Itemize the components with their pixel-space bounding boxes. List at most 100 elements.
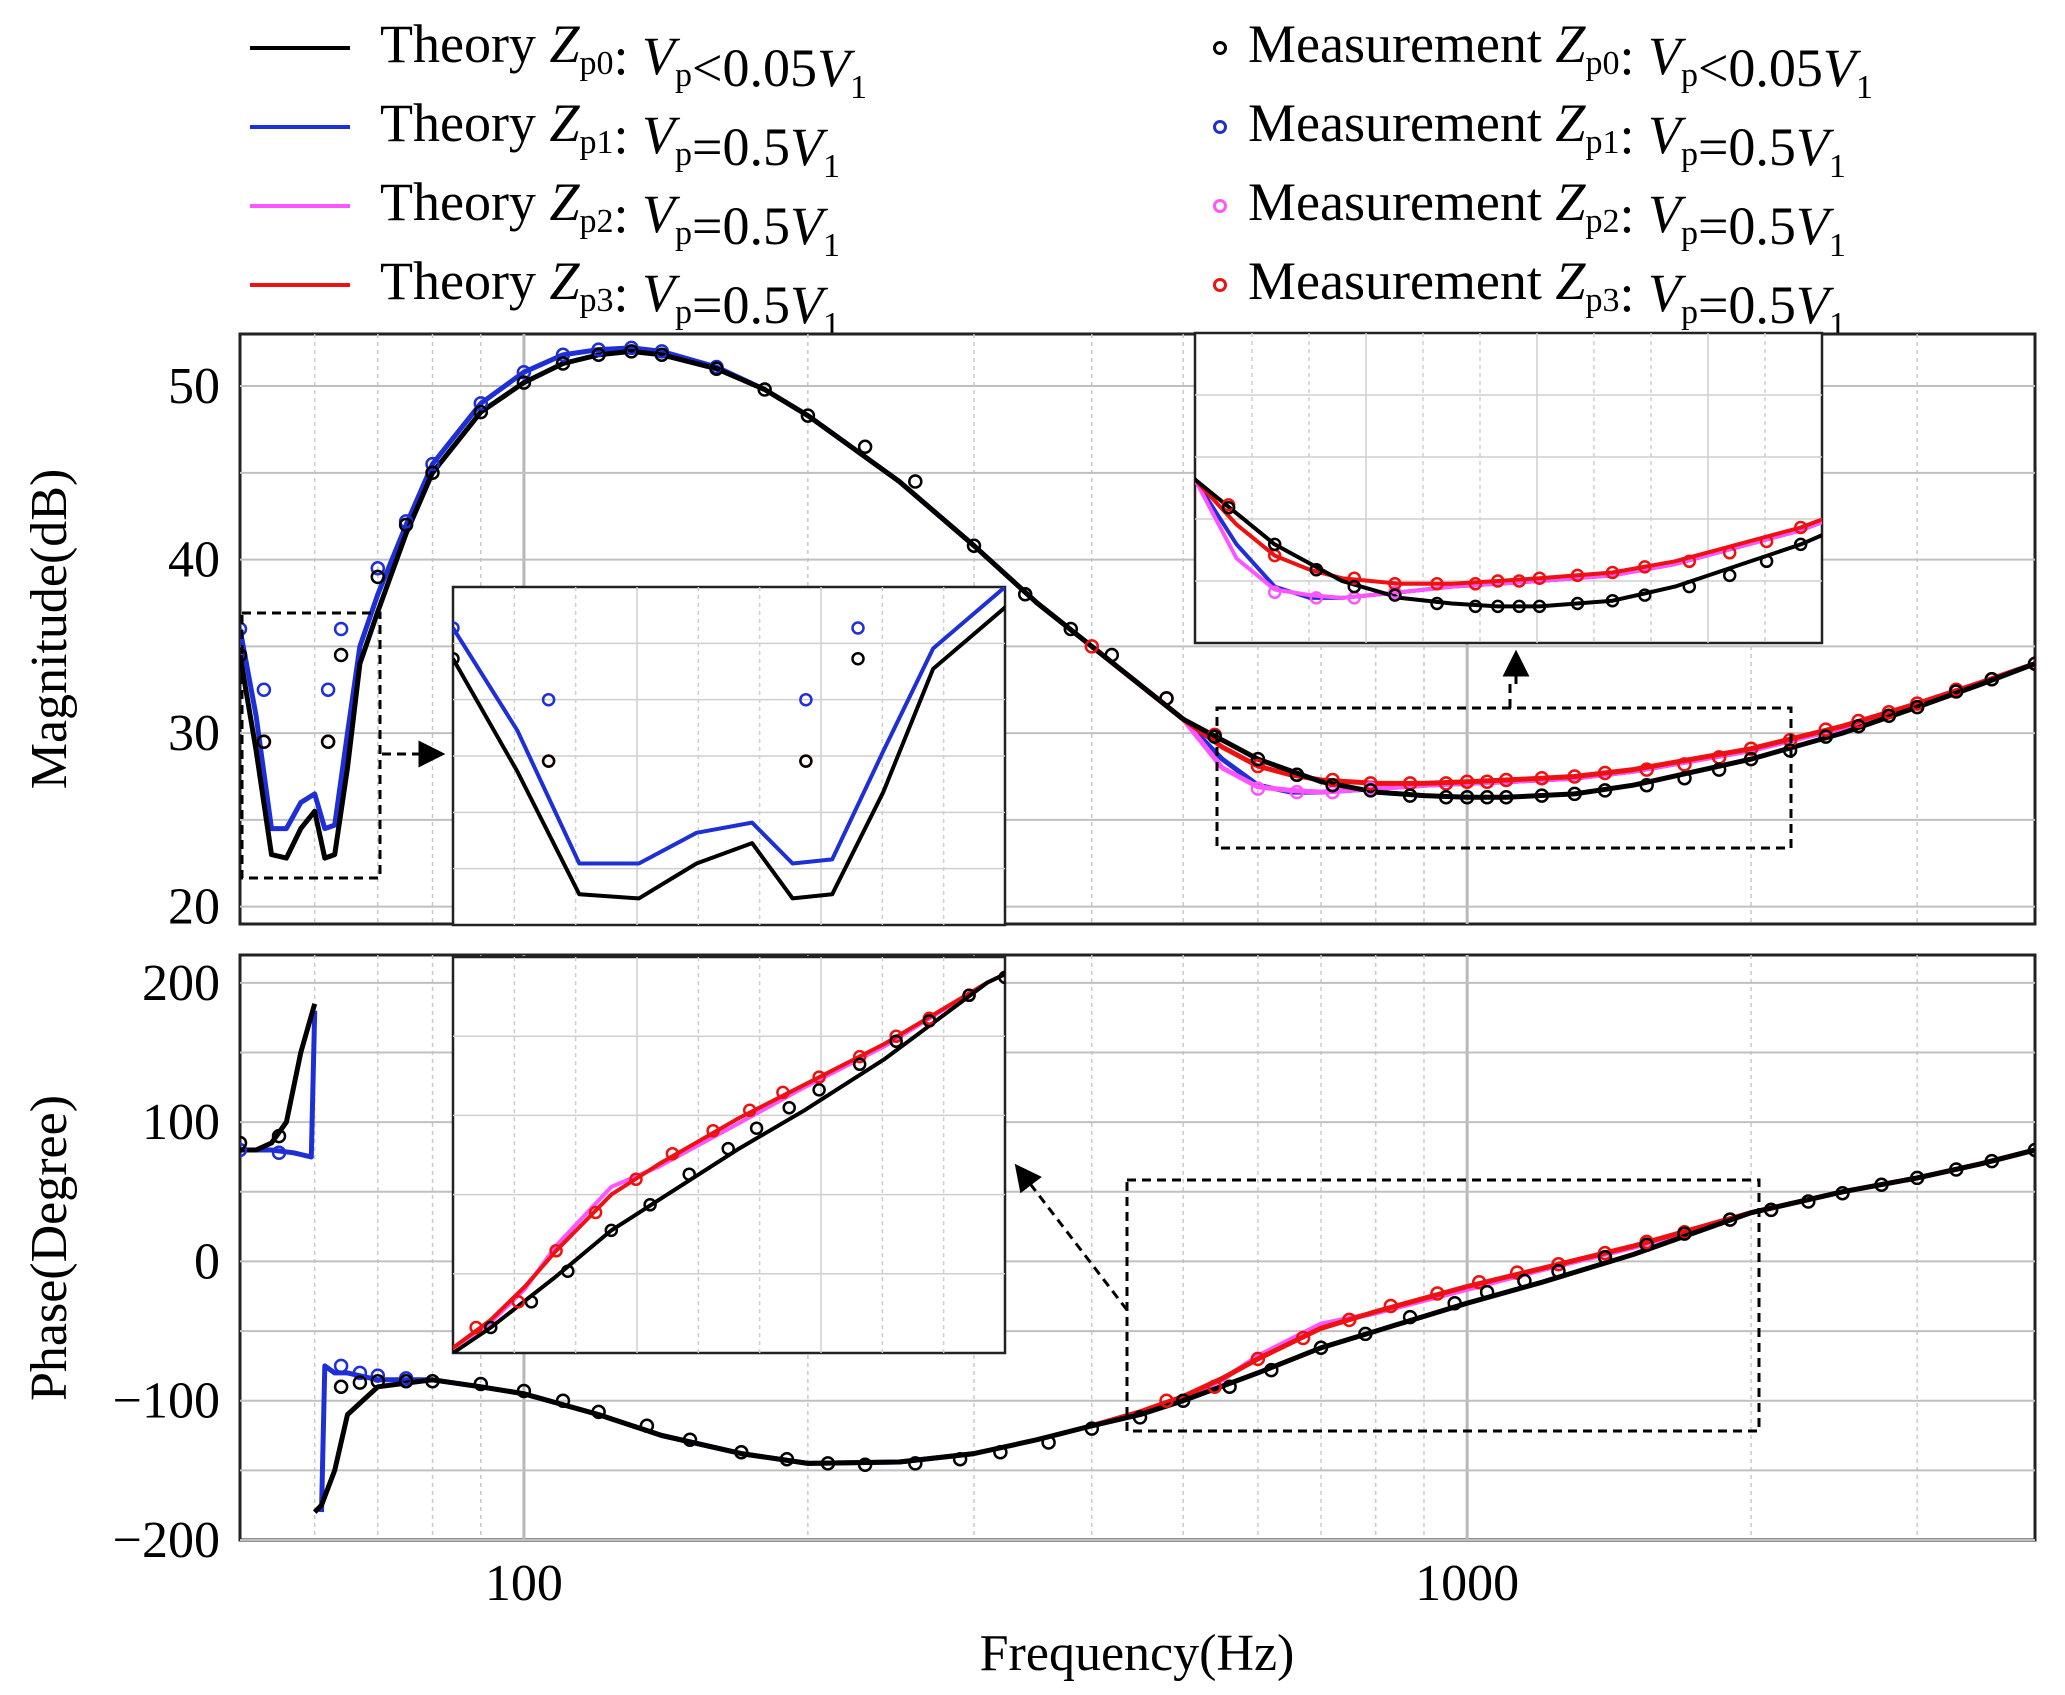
- data-point: [1402, 1309, 1418, 1325]
- data-point: [1267, 537, 1282, 552]
- data-point: [1062, 941, 1073, 952]
- data-point: [1309, 591, 1324, 605]
- data-point: [1570, 568, 1585, 583]
- data-point: [1884, 299, 1895, 310]
- legend-measurement-col: Measurement Zp0: Vp<0.05V1 Measurement Zp…: [1213, 14, 1873, 343]
- data-point: [320, 734, 336, 750]
- data-point: [1438, 790, 1454, 805]
- data-point: [389, 74, 400, 85]
- data-point: [665, 1146, 680, 1161]
- data-point: [1638, 588, 1652, 602]
- data-point: [993, 1445, 1008, 1460]
- zoom-box-phase: [1125, 1178, 1761, 1433]
- data-point: [184, 328, 195, 339]
- data-point: [1743, 741, 1759, 756]
- data-point: [1325, 777, 1340, 793]
- data-point: [1250, 781, 1266, 796]
- data-point: [541, 692, 556, 707]
- data-point: [425, 465, 440, 481]
- data-point: [1722, 546, 1737, 560]
- phase-xticks: 100 1000: [485, 1555, 1519, 1612]
- inset-markers-measurement-zp3: [209, 498, 1808, 591]
- data-point: [524, 1295, 539, 1309]
- inset-markers-measurement-zp0: [389, 74, 1808, 614]
- inset-line-theory-zp0: [453, 971, 1005, 1353]
- data-point: [591, 1404, 606, 1420]
- data-point: [889, 1029, 903, 1043]
- data-point: [473, 404, 489, 420]
- data-point: [1639, 777, 1654, 793]
- legend-entry-theory-p0: Theory Zp0: Vp<0.05V1: [250, 14, 867, 106]
- inset-magnitude-valley: [184, 74, 1824, 645]
- data-point: [1984, 672, 2000, 687]
- data-point: [1743, 751, 1759, 767]
- data-point: [1570, 596, 1585, 611]
- data-point: [1491, 574, 1505, 588]
- data-point: [1289, 784, 1305, 800]
- inset-line-theory-zp3: [1195, 476, 1822, 586]
- data-point: [1267, 585, 1282, 600]
- data-point: [256, 734, 272, 750]
- data-point: [1818, 722, 1834, 737]
- data-point: [1347, 579, 1362, 594]
- data-point: [1605, 593, 1620, 608]
- phase-line-theory-zp0: [240, 1003, 2035, 1514]
- data-point: [453, 651, 460, 666]
- data-point: [1221, 500, 1236, 515]
- data-point: [800, 408, 816, 423]
- data-point: [734, 1445, 749, 1460]
- data-point: [139, 1429, 150, 1440]
- data-point: [209, 511, 220, 522]
- legend-entry-measurement-p3: Measurement Zp3: Vp=0.5V1: [1213, 251, 1846, 343]
- legend-entry-measurement-p0: Measurement Zp0: Vp<0.05V1: [1213, 14, 1873, 106]
- data-point: [1084, 1421, 1100, 1436]
- data-point: [1159, 1393, 1174, 1408]
- x-axis-label: Frequency(Hz): [980, 1625, 1295, 1682]
- x-tick-label: 1000: [1415, 1555, 1519, 1612]
- data-point: [1132, 1410, 1148, 1425]
- data-point: [1948, 684, 1964, 699]
- data-point: [333, 1379, 349, 1395]
- data-point: [1313, 1340, 1329, 1356]
- phase-markers-measurement-zp1: [240, 1142, 414, 1386]
- data-point: [331, 229, 342, 240]
- data-point: [174, 1437, 185, 1448]
- data-point: [1759, 554, 1774, 569]
- data-point: [1597, 1250, 1613, 1265]
- data-point: [851, 621, 865, 635]
- data-point: [908, 1456, 923, 1471]
- data-point: [240, 1142, 248, 1158]
- data-point: [1363, 783, 1378, 798]
- data-point: [361, 153, 372, 164]
- data-point: [1342, 1312, 1357, 1328]
- data-point: [1207, 1379, 1222, 1395]
- data-point: [1793, 537, 1808, 552]
- data-point: [706, 1123, 720, 1138]
- data-point: [1677, 770, 1692, 786]
- data-point: [1711, 762, 1727, 777]
- data-point: [1597, 765, 1613, 781]
- phase-markers-measurement-zp0: [240, 1128, 2035, 1473]
- data-point: [782, 1100, 796, 1115]
- inset-phase: [139, 941, 1073, 1448]
- data-point: [425, 456, 440, 472]
- data-point: [370, 1373, 386, 1389]
- data-point: [333, 647, 349, 663]
- data-point: [1175, 1393, 1191, 1408]
- data-point: [1682, 579, 1697, 594]
- data-point: [812, 1070, 826, 1084]
- data-point: [555, 347, 571, 363]
- data-point: [398, 517, 414, 533]
- data-point: [516, 1383, 532, 1399]
- legend-label: Theory Zp1: Vp=0.5V1: [380, 93, 840, 185]
- legend-label: Measurement Zp3: Vp=0.5V1: [1248, 251, 1846, 343]
- data-point: [857, 1457, 873, 1473]
- data-point: [2027, 1142, 2035, 1158]
- legend-entry-measurement-p2: Measurement Zp2: Vp=0.5V1: [1213, 172, 1846, 264]
- data-point: [1639, 762, 1654, 777]
- data-point: [966, 538, 982, 553]
- inset-markers-measurement-zp0: [453, 299, 1895, 768]
- data-point: [1605, 565, 1620, 580]
- data-point: [370, 1368, 386, 1383]
- magnitude-ytick-label: 30: [168, 705, 220, 762]
